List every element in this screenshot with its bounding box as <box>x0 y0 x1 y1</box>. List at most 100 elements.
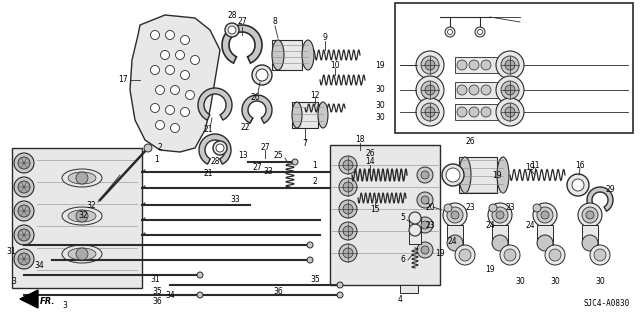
Circle shape <box>496 211 504 219</box>
Circle shape <box>549 249 561 261</box>
Bar <box>455 57 500 73</box>
Ellipse shape <box>62 169 102 187</box>
Circle shape <box>421 81 439 99</box>
Circle shape <box>567 174 589 196</box>
Circle shape <box>417 217 433 233</box>
Circle shape <box>442 164 464 186</box>
Circle shape <box>416 51 444 79</box>
Text: 30: 30 <box>515 278 525 286</box>
Ellipse shape <box>62 245 102 263</box>
Circle shape <box>488 203 512 227</box>
Bar <box>492 225 508 245</box>
Circle shape <box>505 85 515 95</box>
Circle shape <box>444 204 452 212</box>
Circle shape <box>417 242 433 258</box>
Circle shape <box>425 85 435 95</box>
Circle shape <box>501 103 519 121</box>
Circle shape <box>150 31 159 40</box>
Circle shape <box>307 242 313 248</box>
Text: 23: 23 <box>425 220 435 229</box>
Text: 22: 22 <box>240 123 250 132</box>
Circle shape <box>537 207 553 223</box>
Text: 11: 11 <box>531 160 540 169</box>
Circle shape <box>213 141 227 155</box>
Circle shape <box>481 60 491 70</box>
Circle shape <box>447 207 463 223</box>
Circle shape <box>166 31 175 40</box>
Circle shape <box>307 257 313 263</box>
Circle shape <box>18 181 30 193</box>
Circle shape <box>421 103 439 121</box>
Circle shape <box>501 81 519 99</box>
Text: 12: 12 <box>310 91 320 100</box>
Text: 27: 27 <box>260 144 270 152</box>
Circle shape <box>339 178 357 196</box>
Text: 3: 3 <box>63 300 67 309</box>
Circle shape <box>170 123 179 132</box>
Ellipse shape <box>459 157 471 193</box>
Circle shape <box>594 249 606 261</box>
Text: 24: 24 <box>485 220 495 229</box>
Circle shape <box>590 245 610 265</box>
Circle shape <box>197 272 203 278</box>
Circle shape <box>421 171 429 179</box>
Text: 19: 19 <box>485 265 495 275</box>
Circle shape <box>186 91 195 100</box>
Circle shape <box>481 107 491 117</box>
Text: 4: 4 <box>397 295 403 305</box>
Circle shape <box>417 167 433 183</box>
Circle shape <box>197 292 203 298</box>
Text: 18: 18 <box>355 136 365 145</box>
Text: 24: 24 <box>447 238 457 247</box>
Text: 19: 19 <box>492 170 502 180</box>
Text: 26: 26 <box>250 93 260 101</box>
Text: 30: 30 <box>550 278 560 286</box>
Circle shape <box>477 29 483 34</box>
Circle shape <box>337 292 343 298</box>
Bar <box>409 218 421 244</box>
Circle shape <box>492 235 508 251</box>
Text: 25: 25 <box>273 151 283 160</box>
Circle shape <box>425 107 435 117</box>
Text: 34: 34 <box>35 262 44 271</box>
Circle shape <box>537 235 553 251</box>
Circle shape <box>216 144 224 152</box>
Circle shape <box>343 226 353 236</box>
Circle shape <box>14 177 34 197</box>
Circle shape <box>496 51 524 79</box>
Text: 21: 21 <box>204 168 212 177</box>
Circle shape <box>18 253 30 265</box>
Circle shape <box>421 196 429 204</box>
Circle shape <box>416 76 444 104</box>
Text: 10: 10 <box>330 61 340 70</box>
Text: 29: 29 <box>605 186 615 195</box>
Text: 21: 21 <box>204 125 212 135</box>
Circle shape <box>228 26 236 34</box>
Circle shape <box>14 153 34 173</box>
Circle shape <box>144 144 152 152</box>
Bar <box>455 104 500 120</box>
Circle shape <box>292 159 298 165</box>
Bar <box>395 3 633 133</box>
Circle shape <box>166 106 175 115</box>
Bar <box>330 145 440 285</box>
Circle shape <box>14 225 34 245</box>
Text: 34: 34 <box>165 291 175 300</box>
Circle shape <box>541 211 549 219</box>
Ellipse shape <box>302 40 314 70</box>
Circle shape <box>447 29 452 34</box>
Polygon shape <box>130 15 220 152</box>
Circle shape <box>343 160 353 170</box>
Text: 36: 36 <box>152 296 162 306</box>
Circle shape <box>425 60 435 70</box>
Circle shape <box>409 224 421 236</box>
Circle shape <box>337 282 343 288</box>
Circle shape <box>339 244 357 262</box>
Circle shape <box>225 23 239 37</box>
Text: 33: 33 <box>263 167 273 176</box>
Circle shape <box>18 229 30 241</box>
Text: 26: 26 <box>465 137 475 146</box>
Circle shape <box>457 60 467 70</box>
Circle shape <box>421 221 429 229</box>
Circle shape <box>446 168 460 182</box>
